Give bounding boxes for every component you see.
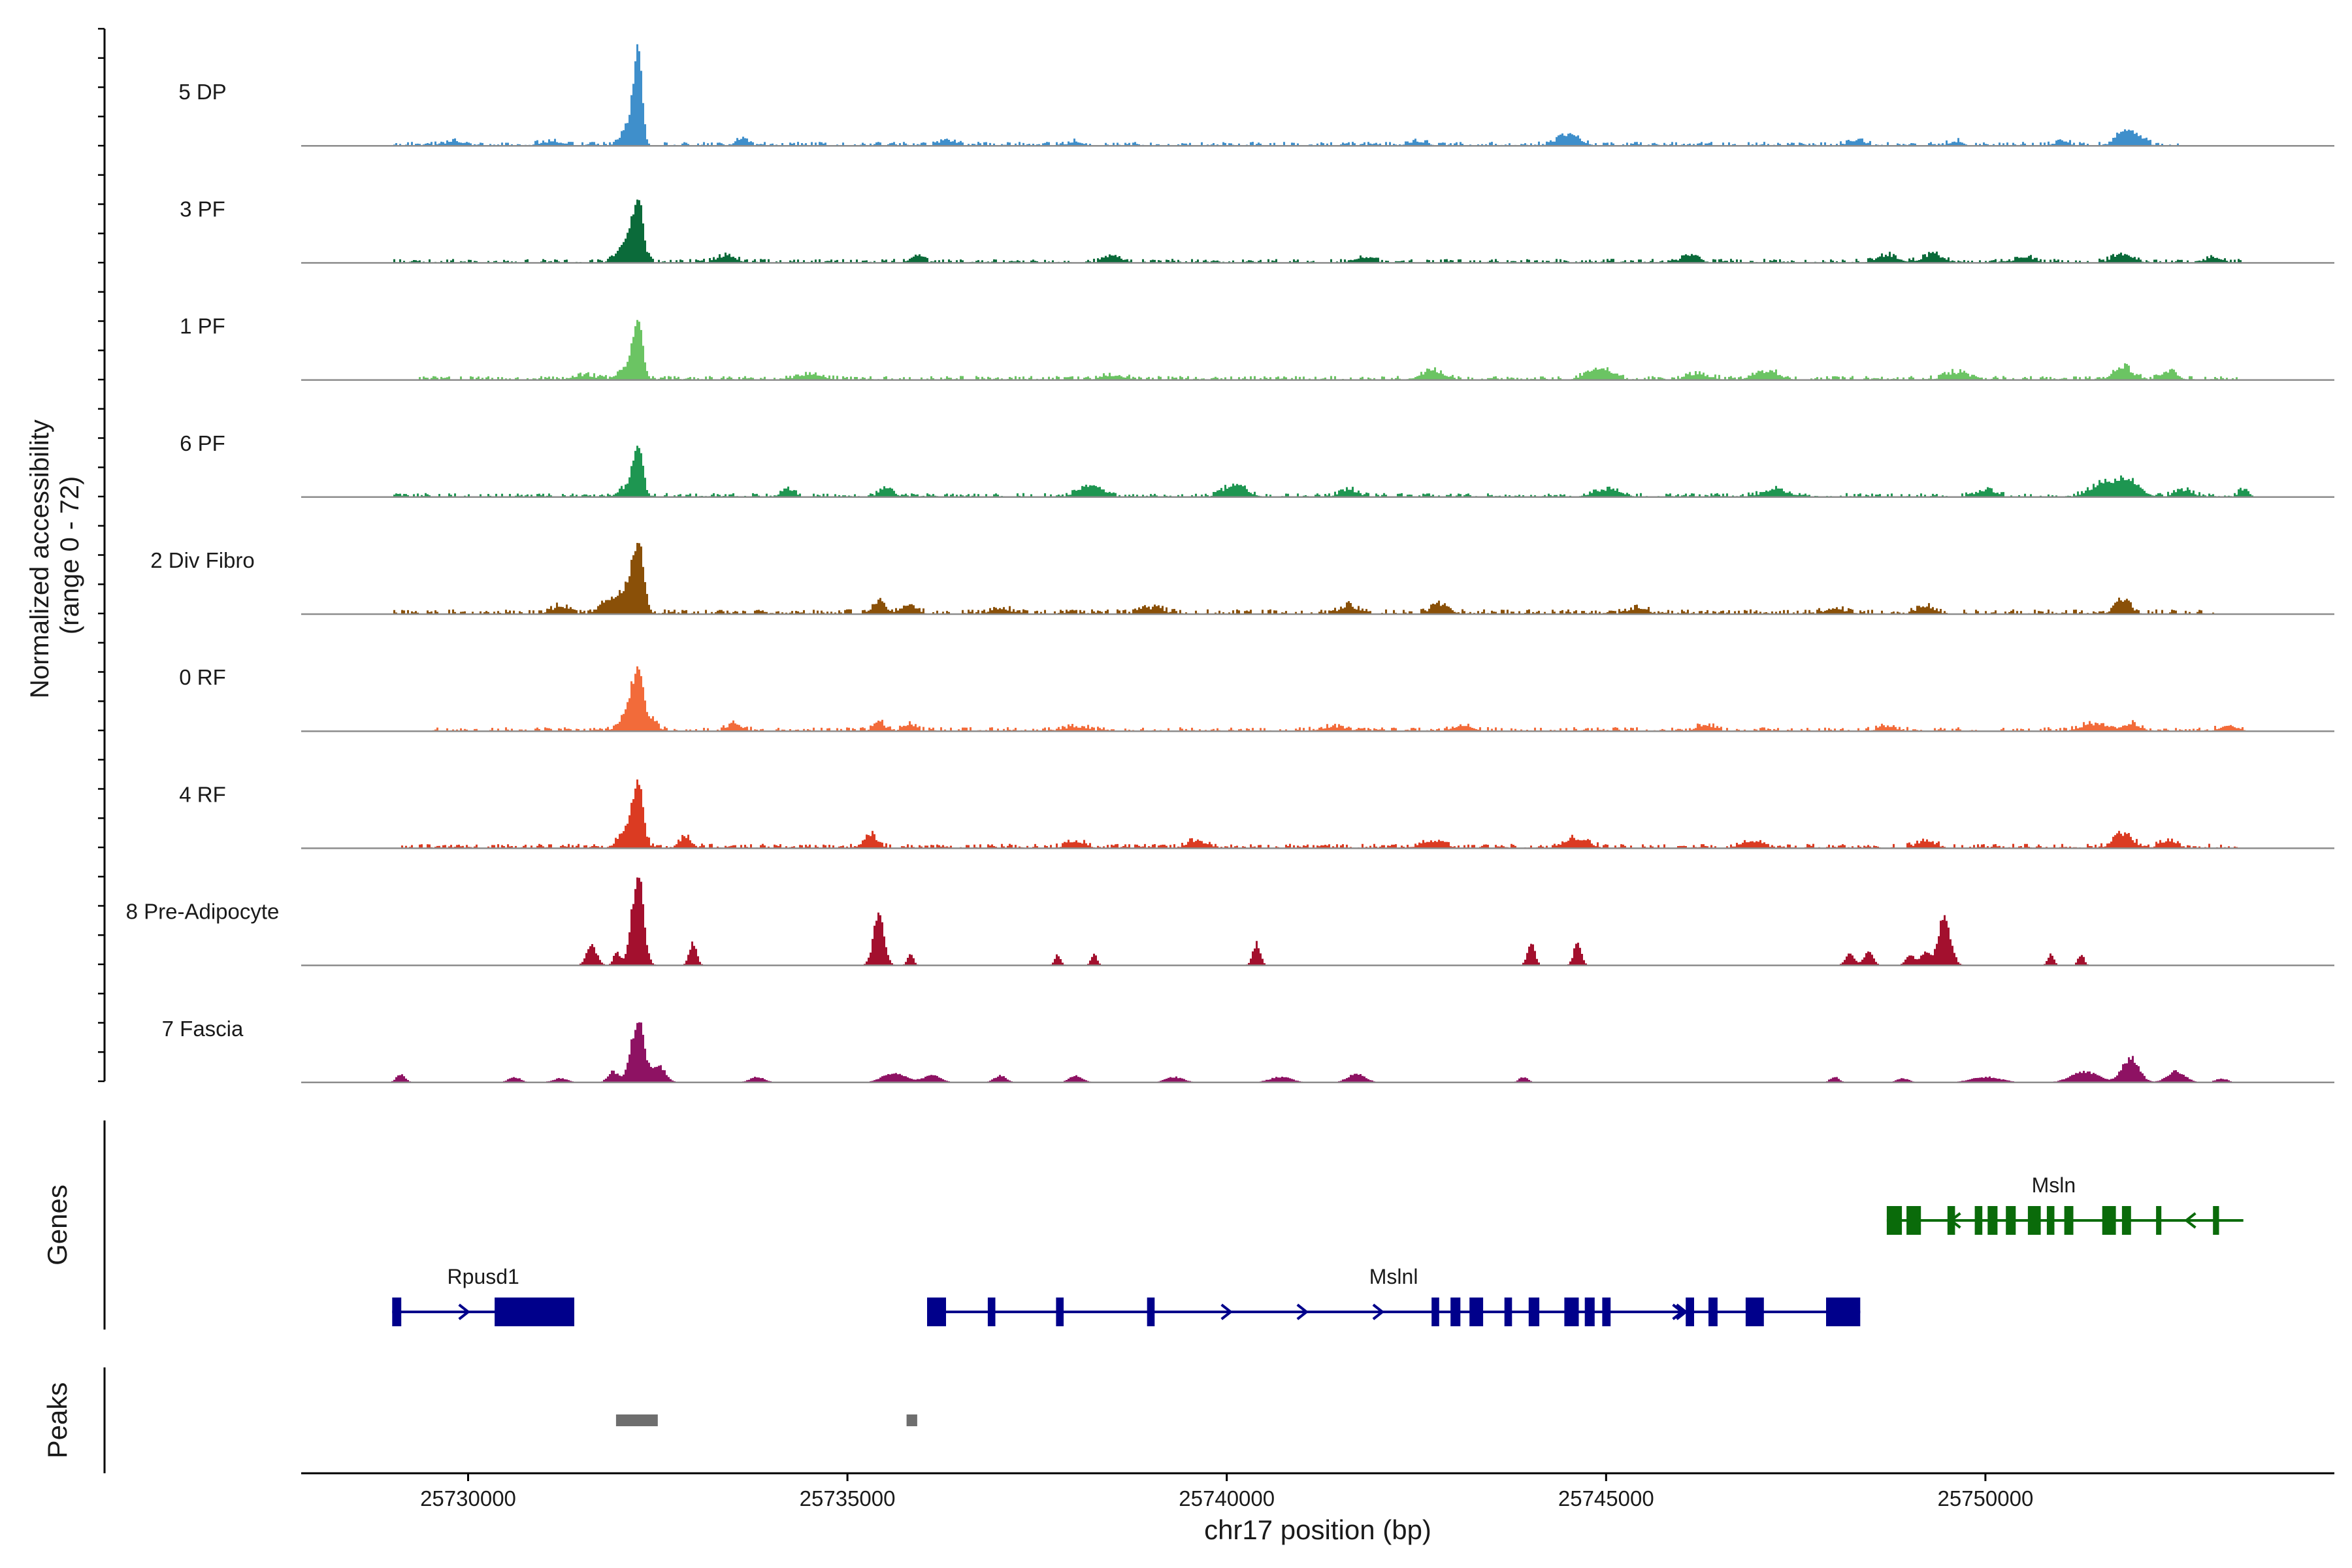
gene-exon <box>1745 1298 1764 1326</box>
peak-regions <box>615 1414 917 1426</box>
track-label: 3 PF <box>180 197 225 221</box>
track-7-fascia: 7 Fascia <box>162 1017 2334 1084</box>
x-tick-label: 25730000 <box>420 1486 516 1511</box>
track-6-pf: 6 PF <box>180 431 2334 498</box>
gene-exon <box>2027 1206 2041 1235</box>
strand-arrow <box>458 1303 470 1320</box>
gene-exon <box>1056 1298 1064 1326</box>
track-label: 6 PF <box>180 431 225 455</box>
gene-exon <box>987 1298 996 1326</box>
x-tick-label: 25735000 <box>800 1486 896 1511</box>
gene-exon <box>1584 1298 1595 1326</box>
gene-exon <box>927 1298 946 1326</box>
strand-arrow <box>1672 1303 1684 1320</box>
strand-arrow <box>2184 1212 2197 1229</box>
gene-exon <box>2156 1206 2162 1235</box>
gene-exon <box>1987 1206 1998 1235</box>
gene-exon <box>1504 1298 1512 1326</box>
x-axis-ticks: 25730000 25735000 25740000 25745000 25750000 <box>420 1473 2033 1511</box>
gene-exon <box>2121 1206 2131 1235</box>
coverage-area <box>389 1022 2236 1083</box>
gene-exon <box>1147 1298 1155 1326</box>
peaks-panel-label: Peaks <box>42 1382 73 1459</box>
gene-exon <box>1450 1298 1461 1326</box>
gene-exon <box>1431 1298 1439 1326</box>
gene-msln: Msln <box>1886 1173 2244 1235</box>
track-4-rf: 4 RF <box>179 779 2334 849</box>
gene-exon <box>1886 1206 1903 1235</box>
gene-exon <box>2102 1206 2116 1235</box>
strand-arrow <box>1296 1303 1309 1320</box>
y-axis-title-line1: Normalized accessibility <box>25 419 54 698</box>
x-tick-label: 25740000 <box>1179 1486 1275 1511</box>
x-tick-label: 25745000 <box>1558 1486 1654 1511</box>
coverage-area <box>401 779 2238 849</box>
track-label: 0 RF <box>179 665 226 689</box>
strand-arrow <box>1220 1303 1233 1320</box>
coverage-area <box>393 44 2179 146</box>
gene-exon <box>1708 1298 1718 1326</box>
x-tick-label: 25750000 <box>1937 1486 2033 1511</box>
y-axis-title: Normalized accessibility (range 0 - 72) <box>25 412 84 698</box>
y-axis-title-line2: (range 0 - 72) <box>56 476 84 634</box>
coverage-area <box>393 446 2255 497</box>
coverage-area <box>393 199 2242 263</box>
peak-region <box>906 1414 917 1426</box>
peak-region <box>615 1414 658 1426</box>
track-label: 8 Pre-Adipocyte <box>126 900 280 924</box>
gene-rpusd1: Rpusd1 <box>392 1265 574 1326</box>
gene-label: Rpusd1 <box>448 1265 519 1288</box>
gene-label: Mslnl <box>1369 1265 1418 1288</box>
track-5-dp: 5 DP <box>178 44 2334 147</box>
coverage-area <box>419 319 2238 380</box>
gene-exon <box>2046 1206 2055 1235</box>
gene-exon <box>1947 1206 1955 1235</box>
track-8-pre-adipocyte: 8 Pre-Adipocyte <box>126 877 2334 966</box>
gene-exon <box>1826 1298 1861 1326</box>
gene-annotations: Rpusd1 Mslnl Msln <box>392 1173 2244 1326</box>
accessibility-tracks: 5 DP 3 PF 1 PF 6 PF 2 Div Fibro 0 RF 4 RF 8 Pre… <box>126 44 2334 1084</box>
gene-exon <box>1469 1298 1484 1326</box>
gene-exon <box>2064 1206 2074 1235</box>
track-label: 2 Div Fibro <box>150 548 255 572</box>
gene-mslnl: Mslnl <box>927 1265 1861 1326</box>
track-2-div-fibro: 2 Div Fibro <box>150 543 2334 615</box>
track-0-rf: 0 RF <box>179 665 2334 732</box>
gene-exon <box>1564 1298 1579 1326</box>
x-axis-title: chr17 position (bp) <box>1204 1514 1431 1545</box>
gene-exon <box>1602 1298 1611 1326</box>
track-label: 5 DP <box>178 80 226 104</box>
coverage-area <box>576 877 2089 966</box>
gene-exon <box>495 1298 574 1326</box>
track-label: 4 RF <box>179 782 226 806</box>
track-label: 1 PF <box>180 314 225 338</box>
gene-exon <box>1906 1206 1921 1235</box>
gene-exon <box>1528 1298 1540 1326</box>
gene-exon <box>2006 1206 2016 1235</box>
gene-exon <box>392 1298 402 1326</box>
strand-arrow <box>1372 1303 1385 1320</box>
genes-panel-label: Genes <box>42 1184 73 1266</box>
gene-exon <box>2213 1206 2219 1235</box>
coverage-area <box>393 543 2214 614</box>
coverage-area <box>433 666 2249 732</box>
track-1-pf: 1 PF <box>180 314 2334 381</box>
gene-exon <box>1686 1298 1694 1326</box>
gene-label: Msln <box>2032 1173 2076 1197</box>
y-axis-ticks <box>98 27 105 1083</box>
track-label: 7 Fascia <box>162 1017 244 1041</box>
gene-exon <box>1974 1206 1983 1235</box>
track-3-pf: 3 PF <box>180 197 2334 264</box>
